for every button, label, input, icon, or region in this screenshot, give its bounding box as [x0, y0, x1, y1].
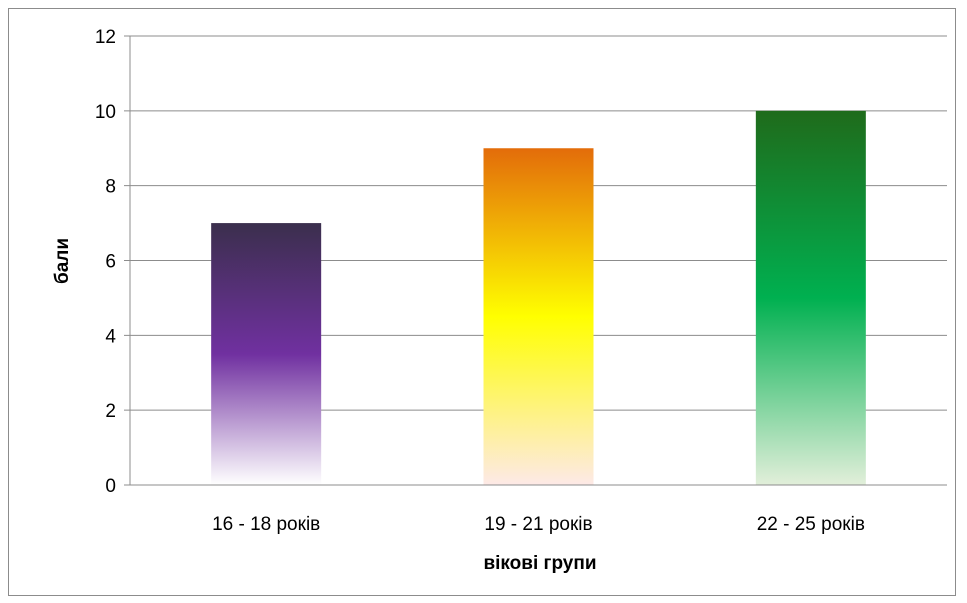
y-tick-label: 10: [95, 102, 116, 123]
y-tick-label: 12: [95, 27, 116, 48]
x-category-label: 19 - 21 років: [484, 514, 592, 535]
x-category-label: 16 - 18 років: [212, 514, 320, 535]
x-axis-title: вікові групи: [483, 553, 596, 574]
bar-3: [755, 110, 866, 485]
y-tick-label: 6: [105, 252, 116, 273]
x-category-label: 22 - 25 років: [757, 514, 865, 535]
y-tick-label: 0: [105, 476, 116, 497]
y-tick-label: 8: [105, 177, 116, 198]
bars: [130, 110, 947, 486]
bar-2: [483, 148, 594, 485]
y-tick-label: 4: [105, 326, 116, 347]
x-category-labels: 16 - 18 років 19 - 21 років 22 - 25 років: [212, 514, 865, 535]
bar-1: [211, 223, 322, 486]
y-axis-title: бали: [52, 238, 73, 284]
y-tick-labels: 0 2 4 6 8 10 12: [95, 27, 117, 497]
y-tick-label: 2: [105, 401, 116, 422]
